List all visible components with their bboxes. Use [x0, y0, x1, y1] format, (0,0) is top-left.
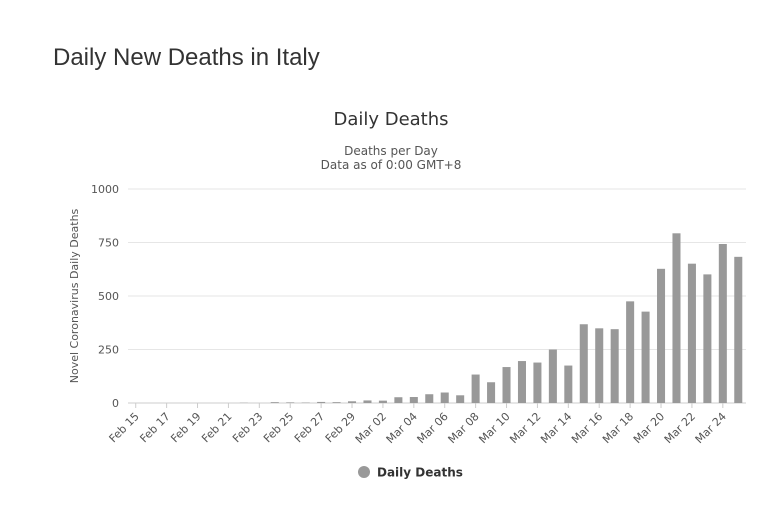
x-tick-label: Mar 16: [569, 410, 605, 446]
x-tick-label: Feb 17: [137, 410, 172, 445]
x-tick-label: Mar 12: [507, 410, 543, 446]
chart-subtitle-line-2: Data as of 0:00 GMT+8: [320, 158, 462, 172]
bars: [239, 233, 743, 404]
bar[interactable]: [440, 392, 449, 403]
bar[interactable]: [626, 301, 635, 403]
chart-subtitle-line-1: Deaths per Day: [344, 144, 438, 158]
page-title: Daily New Deaths in Italy: [53, 44, 320, 71]
bar[interactable]: [672, 233, 681, 403]
bar[interactable]: [548, 349, 557, 404]
x-tick-label: Mar 06: [415, 410, 451, 446]
bar[interactable]: [378, 400, 387, 403]
chart-title: Daily Deaths: [333, 109, 449, 130]
legend-label: Daily Deaths: [377, 466, 463, 480]
bar[interactable]: [363, 400, 372, 403]
bar[interactable]: [718, 243, 727, 403]
x-tick-label: Mar 20: [631, 410, 667, 446]
bar[interactable]: [270, 402, 279, 403]
y-tick-label: 500: [98, 290, 119, 303]
x-tick-label: Mar 24: [693, 410, 729, 446]
y-axis-ticks: 0 250 500 750 1000: [91, 183, 119, 410]
bar[interactable]: [502, 367, 511, 403]
x-tick-label: Feb 27: [292, 410, 327, 445]
x-tick-label: Feb 29: [323, 410, 358, 445]
x-tick-label: Feb 23: [230, 410, 265, 445]
x-tick-label: Mar 04: [384, 410, 420, 446]
bar[interactable]: [564, 365, 573, 403]
x-tick-label: Feb 21: [199, 410, 234, 445]
bar[interactable]: [687, 263, 696, 403]
bar[interactable]: [533, 362, 542, 403]
bar[interactable]: [348, 401, 357, 403]
y-tick-label: 0: [112, 397, 119, 410]
bar[interactable]: [409, 397, 418, 403]
grid-lines: [128, 188, 746, 404]
y-tick-label: 750: [98, 237, 119, 250]
bar[interactable]: [394, 397, 403, 403]
x-tick-label: Mar 02: [353, 410, 389, 446]
bar[interactable]: [641, 311, 650, 403]
y-tick-label: 250: [98, 344, 119, 357]
x-tick-label: Mar 14: [538, 410, 574, 446]
bar[interactable]: [734, 256, 743, 403]
y-tick-label: 1000: [91, 183, 119, 196]
bar[interactable]: [332, 402, 341, 403]
x-tick-label: Mar 10: [476, 410, 512, 446]
bar[interactable]: [317, 401, 326, 403]
x-tick-label: Mar 08: [446, 410, 482, 446]
bar[interactable]: [595, 328, 604, 403]
x-tick-label: Mar 18: [600, 410, 636, 446]
bar[interactable]: [703, 274, 712, 403]
bar[interactable]: [610, 329, 619, 403]
legend[interactable]: Daily Deaths: [358, 466, 463, 480]
x-tick-label: Feb 15: [107, 410, 142, 445]
x-tick-label: Feb 19: [168, 410, 203, 445]
legend-marker: [358, 466, 370, 478]
x-tick-label: Feb 25: [261, 410, 296, 445]
bar[interactable]: [579, 324, 588, 403]
bar[interactable]: [456, 395, 465, 403]
bar[interactable]: [425, 394, 434, 403]
bar[interactable]: [471, 374, 480, 403]
bar[interactable]: [286, 402, 295, 403]
bar[interactable]: [657, 268, 666, 403]
x-tick-label: Mar 22: [662, 410, 698, 446]
bar[interactable]: [487, 382, 496, 403]
y-axis-label: Novel Coronavirus Daily Deaths: [68, 208, 81, 383]
bar[interactable]: [517, 361, 526, 403]
